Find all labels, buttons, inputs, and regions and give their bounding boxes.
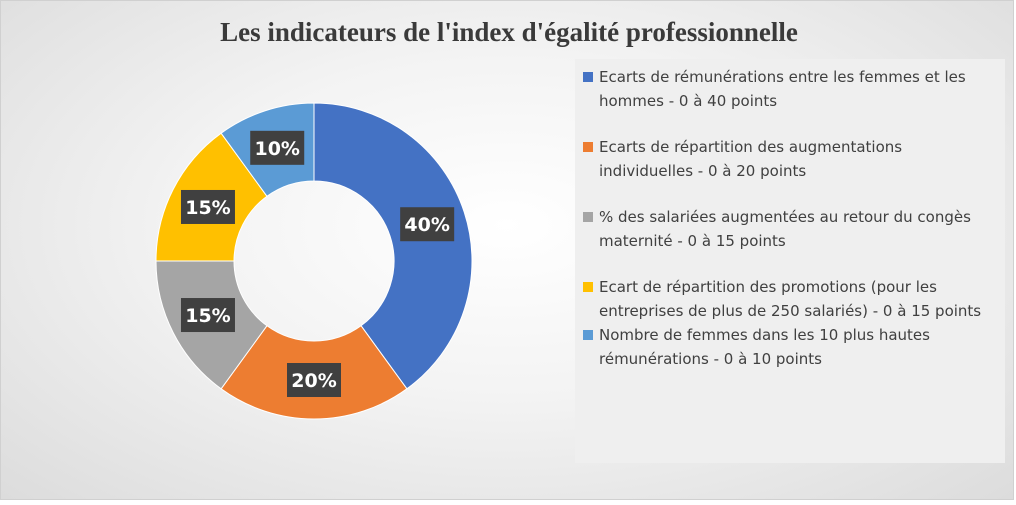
slice-data-label: 40% (400, 207, 455, 242)
donut-chart: 40% 20% 15% 15% 10% (155, 102, 473, 420)
legend-label: Ecarts de rémunérations entre les femmes… (599, 68, 966, 110)
legend-swatch (583, 282, 593, 292)
data-label-box (180, 189, 235, 224)
data-label-text: 15% (185, 197, 230, 219)
legend-label: Nombre de femmes dans les 10 plus hautes… (599, 326, 930, 368)
data-label-box (250, 130, 305, 165)
legend-label: % des salariées augmentées au retour du … (599, 208, 971, 250)
legend-item: Nombre de femmes dans les 10 plus hautes… (583, 323, 995, 371)
legend-swatch (583, 142, 593, 152)
chart-title: Les indicateurs de l'index d'égalité pro… (220, 17, 798, 47)
data-label-box (180, 298, 235, 333)
legend-item: Ecart de répartition des promotions (pou… (583, 275, 995, 323)
data-label-text: 10% (254, 138, 299, 160)
slice-data-label: 15% (180, 189, 235, 224)
legend-swatch (583, 212, 593, 222)
slice-data-label: 15% (180, 298, 235, 333)
donut-slice (313, 102, 473, 390)
legend-item: Ecarts de répartition des augmentations … (583, 135, 995, 183)
data-label-text: 15% (185, 305, 230, 327)
data-label-box (287, 363, 341, 397)
legend-swatch (583, 330, 593, 340)
legend-item: Ecarts de rémunérations entre les femmes… (583, 65, 995, 113)
slice-data-label: 20% (287, 363, 341, 397)
slice-data-label: 10% (250, 130, 305, 165)
data-label-text: 40% (404, 214, 449, 236)
legend-item: % des salariées augmentées au retour du … (583, 205, 995, 253)
legend-swatch (583, 72, 593, 82)
data-label-box (400, 207, 455, 242)
legend: Ecarts de rémunérations entre les femmes… (575, 59, 1005, 463)
legend-label: Ecart de répartition des promotions (pou… (599, 278, 982, 320)
legend-label: Ecarts de répartition des augmentations … (599, 138, 903, 180)
data-label-text: 20% (291, 370, 336, 392)
